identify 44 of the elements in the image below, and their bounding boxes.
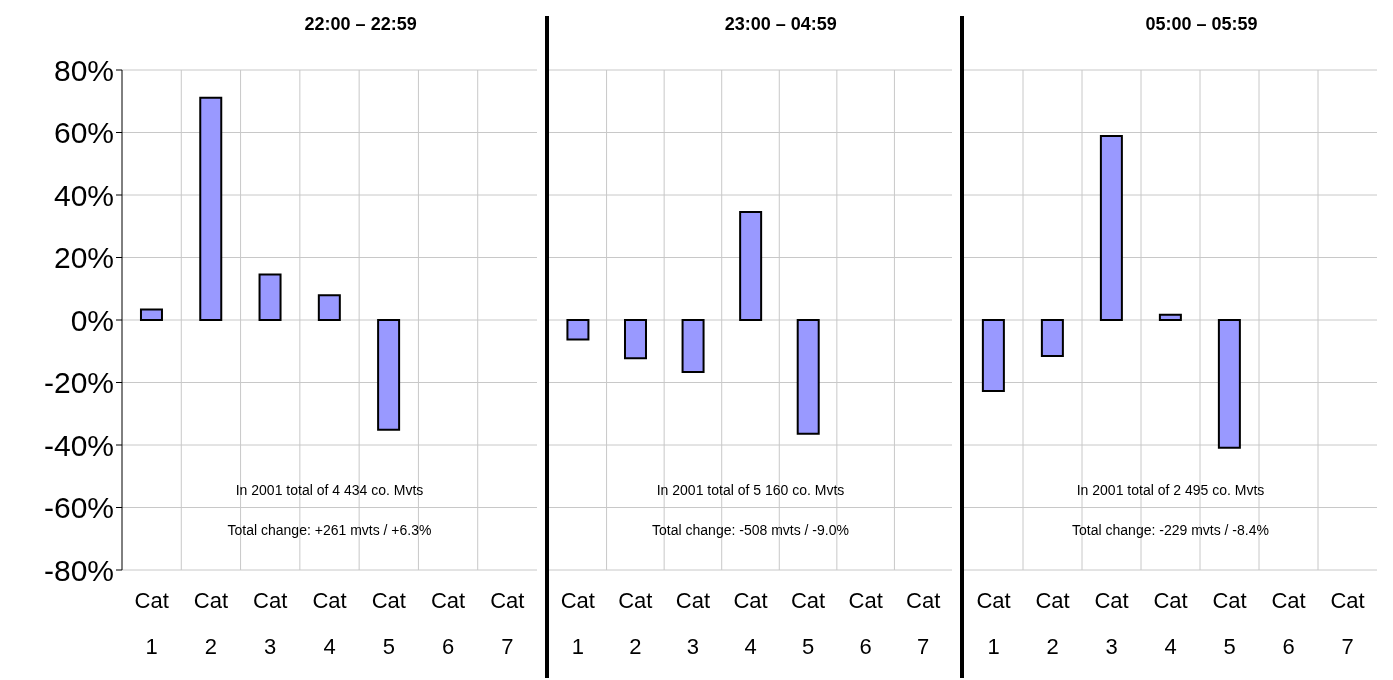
bar [139, 308, 163, 321]
chart-title: 05:00 – 05:59 [1144, 14, 1259, 35]
x-tick-label: Cat 3 [253, 588, 288, 659]
y-tick-label: 60% [53, 116, 114, 150]
y-tick-label: -20% [43, 366, 114, 400]
bar [377, 319, 401, 431]
y-tick-label: -80% [43, 553, 114, 587]
annotation: Total change: -508 mvts / -9.0% [651, 522, 850, 538]
x-tick-label: Cat 5 [371, 588, 406, 659]
annotation: In 2001 total of 2 495 co. Mvts [1075, 482, 1266, 498]
bar [317, 294, 341, 321]
x-tick-label: Cat 6 [848, 588, 883, 659]
x-tick-label: Cat 4 [312, 588, 347, 659]
y-tick-label: 80% [53, 53, 114, 87]
annotation: In 2001 total of 4 434 co. Mvts [234, 482, 425, 498]
y-tick-label: -60% [43, 491, 114, 525]
x-tick-label: Cat 2 [1035, 588, 1070, 659]
x-tick-label: Cat 1 [134, 588, 169, 659]
x-tick-label: Cat 2 [193, 588, 229, 659]
chart-title: 23:00 – 04:59 [723, 14, 838, 35]
annotation: Total change: +261 mvts / +6.3% [226, 522, 433, 538]
x-tick-label: Cat 3 [1094, 588, 1129, 659]
chart-title: 22:00 – 22:59 [303, 14, 418, 35]
bar [258, 273, 282, 321]
x-tick-label: Cat 7 [906, 588, 941, 659]
y-tick-label: -40% [43, 428, 114, 462]
x-tick-label: Cat 5 [790, 588, 826, 659]
y-tick-label: 0% [70, 303, 114, 337]
x-tick-label: Cat 2 [618, 588, 653, 659]
x-tick-label: Cat 6 [1271, 588, 1306, 659]
x-tick-label: Cat 1 [976, 588, 1011, 659]
x-tick-label: Cat 7 [490, 588, 525, 659]
x-tick-label: Cat 4 [733, 588, 768, 659]
y-tick-label: 40% [53, 178, 114, 212]
x-tick-label: Cat 7 [1330, 588, 1365, 659]
x-tick-label: Cat 6 [430, 588, 466, 659]
annotation: Total change: -229 mvts / -8.4% [1071, 522, 1270, 538]
annotation: In 2001 total of 5 160 co. Mvts [655, 482, 846, 498]
x-tick-label: Cat 5 [1212, 588, 1247, 659]
x-tick-label: Cat 1 [560, 588, 595, 659]
x-tick-label: Cat 4 [1153, 588, 1188, 659]
bar [199, 96, 223, 321]
y-tick-label: 20% [53, 241, 114, 275]
x-tick-label: Cat 3 [675, 588, 711, 659]
